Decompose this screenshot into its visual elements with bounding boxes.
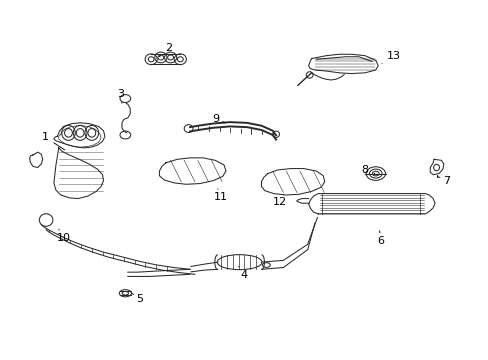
Text: 13: 13 [381, 51, 401, 63]
Text: 9: 9 [212, 113, 224, 123]
Text: 4: 4 [238, 266, 247, 280]
Text: 11: 11 [214, 189, 228, 202]
Text: 5: 5 [131, 293, 143, 303]
Text: 3: 3 [117, 89, 124, 103]
Text: 6: 6 [376, 231, 384, 246]
Text: 1: 1 [41, 132, 64, 150]
Text: 7: 7 [437, 176, 449, 186]
Text: 8: 8 [361, 165, 374, 175]
Text: 2: 2 [159, 43, 172, 57]
Text: 10: 10 [57, 229, 70, 243]
Text: 12: 12 [272, 194, 286, 207]
